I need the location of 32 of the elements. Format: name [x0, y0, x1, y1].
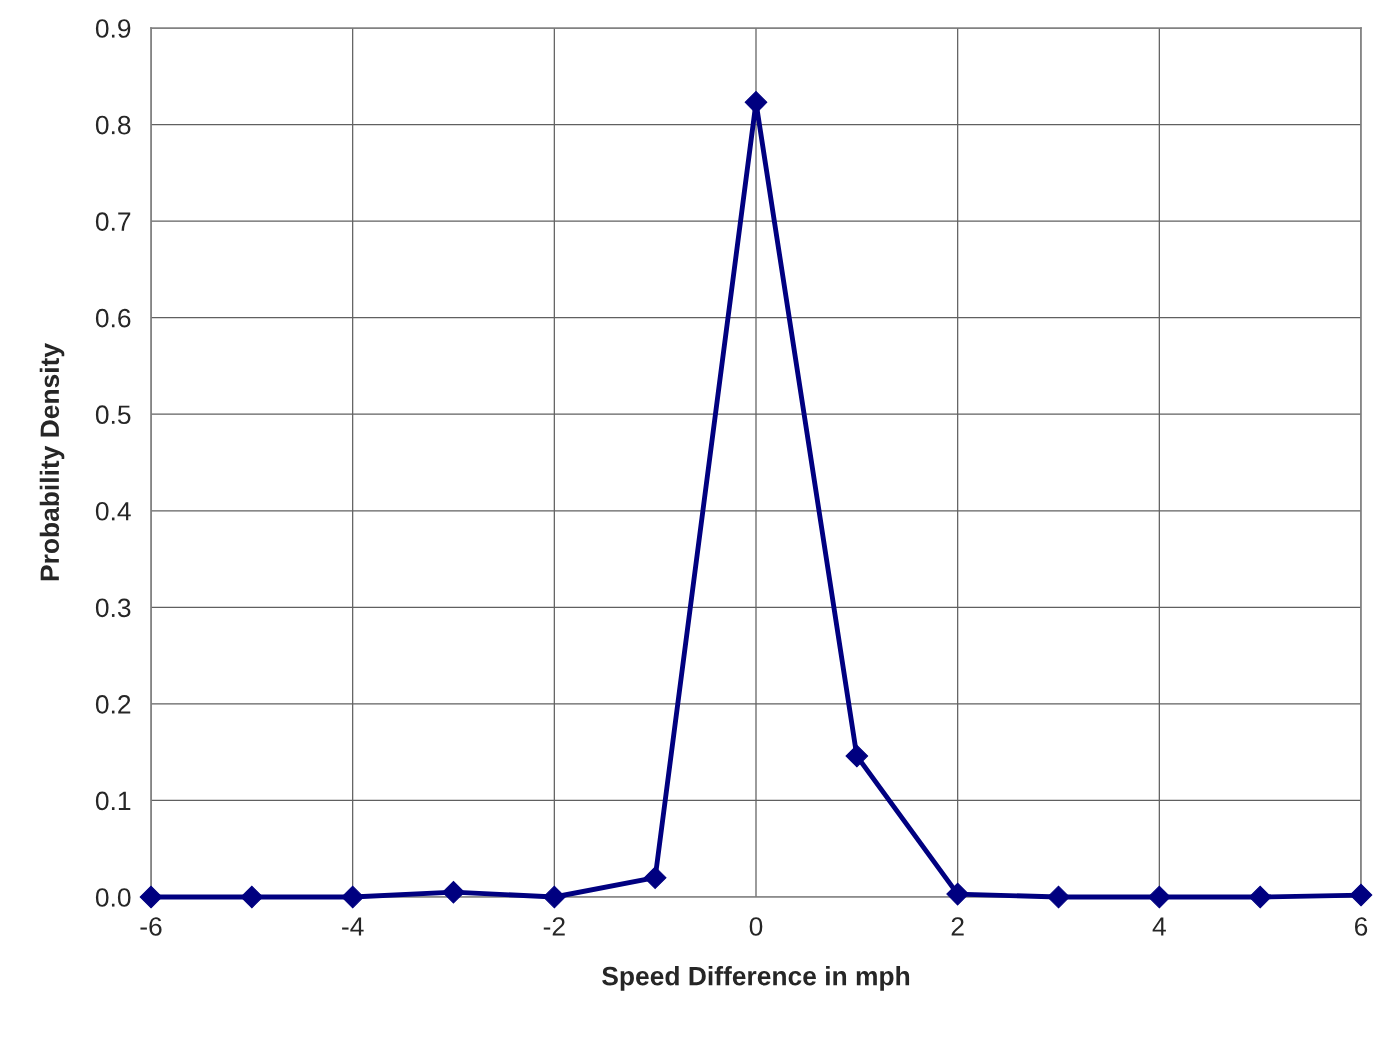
x-tick-label: 4: [1152, 917, 1166, 936]
y-tick-label: 0.9: [95, 19, 131, 38]
x-tick-label: 2: [951, 917, 964, 936]
y-axis-title: Probability Density: [39, 343, 65, 581]
point: [1349, 883, 1373, 907]
y-tick-label: 0.4: [95, 501, 131, 521]
point: [744, 91, 768, 114]
point: [1148, 885, 1171, 909]
x-tick-label: 6: [1355, 917, 1368, 936]
x-tick-label: 0: [749, 917, 763, 936]
point: [946, 882, 969, 906]
point: [240, 885, 264, 909]
x-tick-label: -6: [140, 917, 162, 936]
x-tick-label: -4: [342, 917, 364, 936]
point: [442, 880, 465, 904]
y-tick-label: 0.1: [95, 791, 131, 811]
y-tick-label: 0.7: [95, 212, 131, 231]
point: [845, 744, 869, 768]
y-tick-label: 0.6: [95, 308, 131, 328]
point: [1248, 885, 1272, 909]
point: [1047, 885, 1070, 909]
y-tick-label: 0.0: [95, 888, 131, 907]
y-tick-label: 0.8: [95, 115, 131, 135]
point: [643, 866, 667, 890]
point: [543, 885, 566, 909]
x-axis-title: Speed Difference in mph: [602, 966, 910, 991]
point: [139, 885, 163, 909]
y-tick-label: 0.3: [95, 598, 131, 618]
x-tick-label: -2: [543, 917, 565, 936]
point: [341, 885, 364, 909]
y-tick-label: 0.5: [95, 405, 131, 425]
y-tick-label: 0.2: [95, 695, 131, 714]
